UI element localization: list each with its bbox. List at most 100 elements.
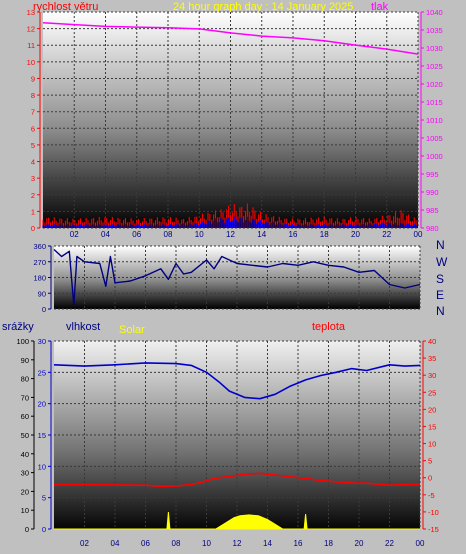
wind-y-tick-label: 1	[31, 207, 35, 216]
temperature-y-tick-label: 25	[428, 388, 436, 397]
wind-y-tick-label: 7	[31, 108, 35, 117]
humidity-y-tick-label: 10	[38, 462, 46, 471]
compass-labels: N W S E N	[436, 238, 448, 318]
wind-y-tick-label: 0	[31, 224, 35, 233]
pressure-y-tick-label: 1035	[426, 26, 443, 35]
temperature-y-tick-label: 0	[428, 474, 432, 483]
wind-x-tick-label: 20	[351, 230, 360, 239]
rain-y-tick-label: 90	[21, 356, 29, 365]
wind-x-tick-label: 22	[382, 230, 391, 239]
pressure-y-tick-label: 980	[426, 224, 439, 233]
chart-title: 24 hour graph day : 14 January 2025	[173, 1, 353, 13]
wind-x-tick-label: 06	[132, 230, 141, 239]
direction-y-tick-label: 360	[33, 242, 46, 251]
solar-area	[54, 512, 420, 530]
direction-y-tick-label: 180	[33, 274, 46, 283]
wind-y-tick-label: 2	[31, 191, 35, 200]
pressure-y-tick-label: 1025	[426, 62, 443, 71]
rain-y-tick-label: 80	[21, 375, 29, 384]
direction-series-line	[53, 248, 421, 307]
lower-x-tick-label: 04	[111, 539, 120, 548]
temperature-y-tick-label: 30	[428, 371, 436, 380]
lower-x-tick-label: 14	[263, 539, 272, 548]
compass-label-s: S	[436, 272, 444, 286]
rain-y-tick-label: 10	[21, 506, 29, 515]
temperature-y-tick-label: -10	[428, 508, 439, 517]
temperature-y-tick-label: -15	[428, 525, 439, 534]
humidity-label: vlhkost	[66, 321, 100, 333]
lower-x-tick-label: 18	[324, 539, 333, 548]
rain-y-tick-label: 50	[21, 431, 29, 440]
temperature-y-tick-label: 5	[428, 457, 432, 466]
lower-x-tick-label: 08	[172, 539, 181, 548]
wind-y-tick-label: 5	[31, 141, 35, 150]
rain-y-tick-label: 40	[21, 450, 29, 459]
wind-x-tick-label: 14	[257, 230, 266, 239]
wind-x-tick-label: 12	[226, 230, 235, 239]
temperature-y-tick-label: -5	[428, 491, 435, 500]
pressure-y-tick-label: 990	[426, 188, 439, 197]
rain-y-tick-label: 100	[16, 337, 29, 346]
wind-x-tick-label: 10	[195, 230, 204, 239]
lower-x-tick-label: 20	[355, 539, 364, 548]
direction-y-tick-label: 90	[38, 289, 46, 298]
humidity-y-tick-label: 30	[38, 337, 46, 346]
rain-y-tick-label: 20	[21, 487, 29, 496]
pressure-y-tick-label: 1040	[426, 8, 443, 17]
lower-x-tick-label: 12	[233, 539, 242, 548]
lower-x-tick-label: 10	[202, 539, 211, 548]
lower-x-tick-label: 22	[385, 539, 394, 548]
temperature-series-line	[54, 472, 420, 488]
temperature-y-tick-label: 10	[428, 440, 436, 449]
temperature-label: teplota	[312, 321, 346, 333]
wind-x-tick-label: 18	[320, 230, 329, 239]
humidity-y-tick-label: 5	[42, 494, 46, 503]
pressure-y-tick-label: 1005	[426, 134, 443, 143]
wind-y-tick-label: 8	[31, 91, 35, 100]
compass-label-w: W	[436, 255, 448, 269]
wind-x-tick-label: 02	[70, 230, 79, 239]
compass-label-e: E	[436, 288, 444, 302]
compass-label-n-top: N	[436, 238, 445, 252]
rain-y-tick-label: 70	[21, 393, 29, 402]
temperature-y-tick-label: 40	[428, 337, 436, 346]
wind-x-tick-label: 04	[101, 230, 110, 239]
direction-y-tick-label: 270	[33, 258, 46, 267]
rain-y-tick-label: 0	[25, 525, 29, 534]
wind-x-tick-label: 16	[289, 230, 298, 239]
wind-y-tick-label: 4	[31, 158, 35, 167]
wind-y-tick-label: 12	[27, 25, 35, 34]
wind-y-tick-label: 10	[27, 58, 35, 67]
wind-x-tick-label: 00	[414, 230, 423, 239]
wind-y-tick-label: 11	[27, 41, 35, 50]
wind-y-tick-label: 9	[31, 74, 35, 83]
pressure-y-tick-label: 1000	[426, 152, 443, 161]
pressure-y-tick-label: 995	[426, 170, 439, 179]
lower-x-tick-label: 00	[416, 539, 425, 548]
lower-x-tick-label: 02	[80, 539, 89, 548]
pressure-axis-label: tlak	[371, 1, 389, 13]
rain-label: srážky	[2, 321, 34, 333]
lower-x-tick-label: 16	[294, 539, 303, 548]
pressure-y-tick-label: 1015	[426, 98, 443, 107]
solar-label: Solar	[119, 324, 145, 336]
wind-y-tick-label: 6	[31, 124, 35, 133]
humidity-y-tick-label: 0	[42, 525, 46, 534]
pressure-y-tick-label: 1010	[426, 116, 443, 125]
lower-x-tick-label: 06	[141, 539, 150, 548]
wind-axis-label: rychlost větru	[33, 1, 98, 13]
temperature-y-tick-label: 15	[428, 422, 436, 431]
temperature-y-tick-label: 20	[428, 405, 436, 414]
wind-y-tick-label: 3	[31, 174, 35, 183]
compass-label-n-bottom: N	[436, 304, 445, 318]
rain-y-tick-label: 60	[21, 412, 29, 421]
direction-y-tick-label: 0	[42, 305, 46, 314]
rain-y-tick-label: 30	[21, 469, 29, 478]
pressure-series-line	[42, 22, 419, 55]
pressure-y-tick-label: 985	[426, 206, 439, 215]
pressure-y-tick-label: 1020	[426, 80, 443, 89]
wind-x-tick-label: 08	[164, 230, 173, 239]
wind-y-tick-label: 13	[27, 8, 35, 17]
